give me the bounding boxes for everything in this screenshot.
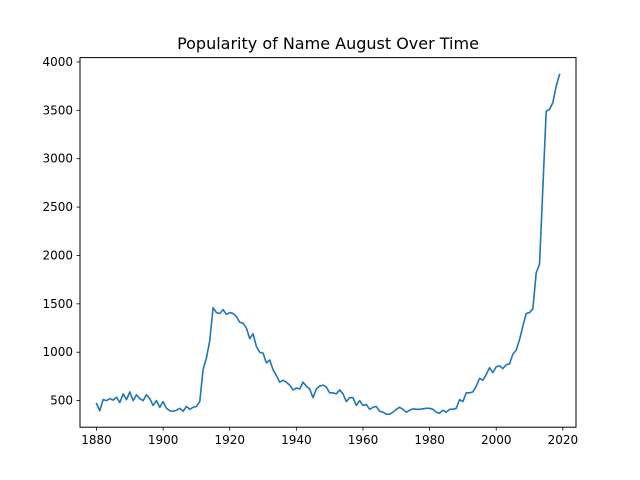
y-tick-label: 500 <box>50 394 73 408</box>
plot-frame <box>79 57 577 428</box>
y-axis-ticks: 500 1000 1500 2000 2500 3000 3500 4000 <box>42 55 80 408</box>
x-tick-label: 2020 <box>548 433 579 447</box>
x-tick-label: 1940 <box>281 433 312 447</box>
x-tick-label: 1920 <box>214 433 245 447</box>
x-tick-label: 1880 <box>81 433 112 447</box>
x-tick-label: 2000 <box>481 433 512 447</box>
y-tick-label: 1000 <box>42 345 73 359</box>
chart-title: Popularity of Name August Over Time <box>177 34 479 53</box>
y-tick-label: 4000 <box>42 55 73 69</box>
series-layer <box>95 73 561 415</box>
y-tick-label: 1500 <box>42 297 73 311</box>
x-tick-label: 1900 <box>148 433 179 447</box>
x-tick-label: 1980 <box>414 433 445 447</box>
x-axis-ticks: 1880 1900 1920 1940 1960 1980 2000 2020 <box>81 427 578 447</box>
x-tick-label: 1960 <box>348 433 379 447</box>
y-tick-label: 2000 <box>42 248 73 262</box>
y-tick-label: 3000 <box>42 152 73 166</box>
series-line <box>95 73 561 415</box>
y-tick-label: 2500 <box>42 200 73 214</box>
y-tick-label: 3500 <box>42 103 73 117</box>
